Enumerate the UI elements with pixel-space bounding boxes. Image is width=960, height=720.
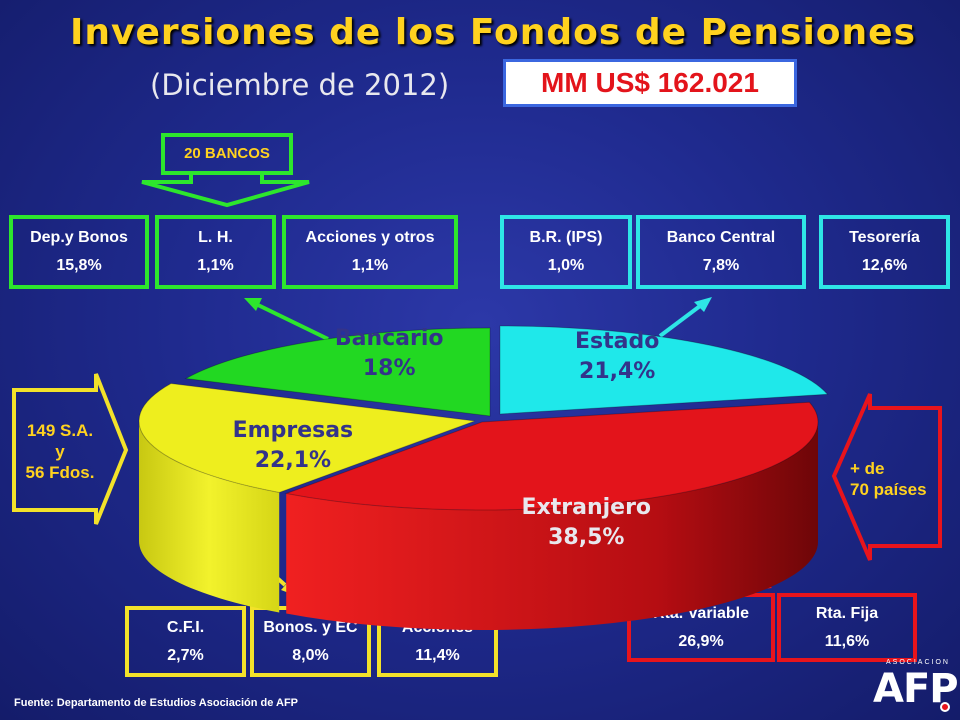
right-bracket-arrow — [831, 393, 942, 561]
tesoreria-box: Tesorería 12,6% — [819, 215, 950, 289]
left-note-line-2: y — [55, 442, 65, 461]
tesoreria-value: 12,6% — [861, 257, 908, 274]
pie-value-bancario: 18% — [363, 356, 416, 381]
banco-central-box: Banco Central 7,8% — [636, 215, 806, 289]
acciones-value: 11,4% — [415, 646, 460, 664]
total-amount-box: MM US$ 162.021 — [503, 59, 797, 107]
bonos-ec-label: Bonos. y EC — [263, 618, 358, 636]
source-footer: Fuente: Departamento de Estudios Asociac… — [14, 697, 299, 709]
dep-bonos-label: Dep.y Bonos — [30, 229, 128, 246]
bancos-count-box: 20 BANCOS — [161, 133, 293, 175]
pie-slice-extranjero — [284, 401, 819, 511]
pie-slice-bancario — [184, 327, 491, 417]
logo-small-text: ASOCIACION — [886, 659, 950, 666]
lh-label: L. H. — [198, 229, 233, 246]
pie-slice-estado — [499, 325, 829, 415]
rta-fija-label: Rta. Fija — [815, 604, 879, 622]
pie-value-extranjero: 38,5% — [548, 525, 624, 550]
pie-side-extranjero — [286, 422, 818, 631]
pie-label-bancario: Bancario — [335, 326, 444, 351]
pie-labels: Estado 21,4% Extranjero 38,5% Empresas 22,1% B… — [233, 326, 660, 550]
lh-box: L. H. 1,1% — [155, 215, 276, 289]
left-note-line-1: 149 S.A. — [26, 421, 94, 440]
tesoreria-label: Tesorería — [849, 229, 920, 246]
cfi-value: 2,7% — [167, 646, 204, 664]
br-ips-label: B.R. (IPS) — [529, 229, 603, 246]
acciones-otros-label: Acciones y otros — [305, 229, 435, 246]
left-note-line-3: 56 Fdos. — [25, 463, 95, 482]
lh-value: 1,1% — [197, 257, 234, 274]
page-title: Inversiones de los Fondos de Pensiones — [70, 12, 916, 53]
pie-side-empresas — [138, 421, 280, 613]
pie-slices — [138, 325, 829, 631]
right-note-line-2: 70 países — [850, 480, 927, 499]
pie-label-estado: Estado — [575, 329, 659, 354]
br-ips-box: B.R. (IPS) 1,0% — [500, 215, 632, 289]
rta-fija-value: 11,6% — [824, 632, 870, 650]
connector-bancario — [244, 298, 329, 341]
dep-bonos-box: Dep.y Bonos 15,8% — [9, 215, 149, 289]
pie-value-empresas: 22,1% — [255, 448, 331, 473]
rta-fija-box: Rta. Fija 11,6% — [777, 593, 917, 662]
cfi-box: C.F.I. 2,7% — [125, 606, 246, 677]
bonos-ec-value: 8,0% — [292, 646, 329, 664]
br-ips-value: 1,0% — [547, 257, 585, 274]
left-bracket-arrow — [12, 373, 129, 525]
pie-slice-empresas — [138, 383, 476, 494]
rta-variable-value: 26,9% — [678, 632, 724, 650]
pie-label-extranjero: Extranjero — [522, 495, 652, 520]
banco-central-value: 7,8% — [702, 257, 740, 274]
banco-central-label: Banco Central — [666, 229, 776, 246]
pie-value-estado: 21,4% — [579, 359, 655, 384]
page-subtitle: (Diciembre de 2012) — [150, 68, 450, 102]
cfi-label: C.F.I. — [166, 618, 205, 636]
acciones-otros-value: 1,1% — [351, 257, 389, 274]
right-note: + de 70 países — [850, 458, 927, 500]
left-note: 149 S.A. y 56 Fdos. — [24, 420, 96, 483]
logo-mark-icon — [940, 702, 950, 712]
pie-label-empresas: Empresas — [233, 418, 354, 443]
connector-estado — [658, 297, 712, 338]
acciones-otros-box: Acciones y otros 1,1% — [282, 215, 458, 289]
right-note-line-1: + de — [850, 459, 885, 478]
bancos-down-arrow — [141, 175, 310, 208]
dep-bonos-value: 15,8% — [56, 257, 102, 274]
